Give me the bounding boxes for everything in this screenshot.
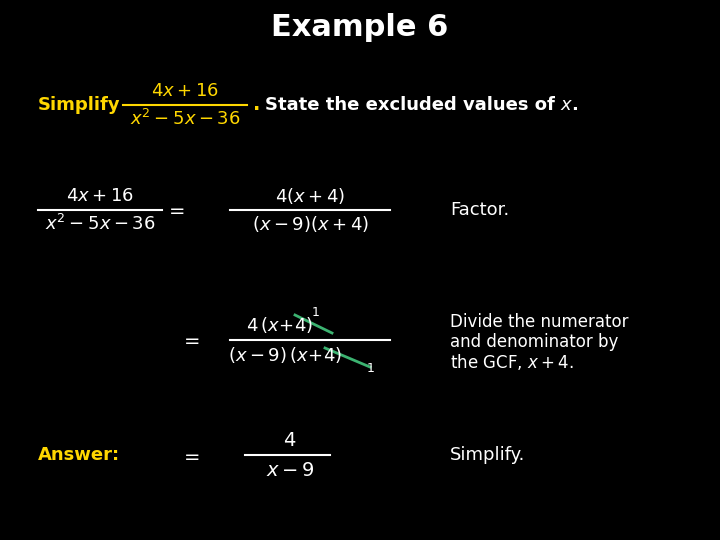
Text: $=$: $=$	[165, 200, 185, 219]
Text: $1$: $1$	[366, 361, 374, 375]
Text: Simplify.: Simplify.	[450, 446, 526, 464]
Text: $(x-9)(x+4)$: $(x-9)(x+4)$	[251, 214, 369, 234]
Text: $4x+16$: $4x+16$	[66, 187, 134, 205]
Text: $=$: $=$	[180, 446, 200, 464]
Text: Factor.: Factor.	[450, 201, 509, 219]
Text: State the excluded values of: State the excluded values of	[265, 96, 561, 114]
Text: the GCF, $x+4$.: the GCF, $x+4$.	[450, 352, 574, 372]
Text: $x^2-5x-36$: $x^2-5x-36$	[45, 214, 156, 234]
Text: Divide the numerator: Divide the numerator	[450, 313, 629, 331]
Text: $x-9$: $x-9$	[266, 462, 315, 481]
Text: Answer:: Answer:	[38, 446, 120, 464]
Text: $4x+16$: $4x+16$	[151, 82, 219, 100]
Text: $4$: $4$	[284, 430, 297, 449]
Text: $x^2-5x-36$: $x^2-5x-36$	[130, 109, 240, 129]
Text: Example 6: Example 6	[271, 14, 449, 43]
Text: $(x-9)\,(x\!+\!4)$: $(x-9)\,(x\!+\!4)$	[228, 345, 342, 365]
Text: and denominator by: and denominator by	[450, 333, 618, 351]
Text: $1$: $1$	[310, 306, 320, 319]
Text: $4\,(x\!+\!4)$: $4\,(x\!+\!4)$	[246, 315, 314, 335]
Text: $4(x+4)$: $4(x+4)$	[275, 186, 345, 206]
Text: .: .	[253, 96, 261, 114]
Text: Simplify: Simplify	[38, 96, 121, 114]
Text: $=$: $=$	[180, 330, 200, 349]
Text: $x$.: $x$.	[560, 96, 578, 114]
